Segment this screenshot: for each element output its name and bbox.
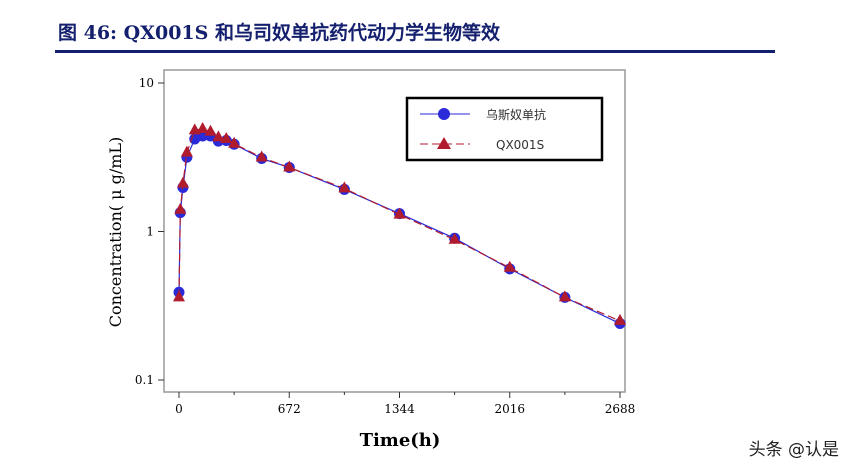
- legend-marker-triangle: [437, 137, 451, 149]
- data-point-triangle: [220, 131, 233, 143]
- data-point-triangle: [212, 130, 225, 142]
- data-point-triangle: [174, 202, 187, 214]
- x-tick-label: 2016: [494, 402, 525, 416]
- x-axis-label: Time(h): [360, 430, 441, 451]
- x-tick-label: 1344: [384, 402, 415, 416]
- data-point-triangle: [173, 290, 185, 302]
- y-tick-label: 10: [139, 76, 154, 90]
- legend-marker-circle: [438, 108, 450, 120]
- series-2: [173, 122, 626, 325]
- legend-label-1: 乌斯奴单抗: [486, 107, 546, 122]
- title-rule: [55, 50, 775, 53]
- watermark: 头条 @认是: [748, 440, 839, 460]
- figure-title: 图 46: QX001S 和乌司奴单抗药代动力学生物等效: [58, 22, 500, 44]
- data-point-triangle: [204, 124, 217, 136]
- x-tick-label: 672: [278, 402, 301, 416]
- data-point-triangle: [228, 136, 241, 148]
- data-point-triangle: [558, 290, 571, 302]
- legend: 乌斯奴单抗 QX001S: [405, 96, 604, 162]
- y-axis-label: Concentration( μ g/mL): [106, 137, 125, 328]
- data-point-triangle: [338, 181, 351, 193]
- series-line: [178, 135, 621, 325]
- legend-box: [405, 96, 604, 162]
- data-point-triangle: [196, 122, 209, 134]
- data-point-triangle: [503, 260, 516, 272]
- y-tick-label: 0.1: [135, 373, 154, 387]
- data-point-triangle: [176, 176, 189, 188]
- data-point-triangle: [448, 232, 461, 244]
- legend-label-2: QX001S: [496, 138, 544, 152]
- data-point-triangle: [180, 145, 193, 157]
- data-point-triangle: [255, 150, 268, 162]
- x-tick-label: 0: [175, 402, 183, 416]
- data-point-triangle: [614, 313, 626, 325]
- y-tick-label: 1: [146, 225, 154, 239]
- data-point-triangle: [283, 160, 296, 172]
- data-point-triangle: [393, 207, 406, 219]
- x-tick-label: 2688: [605, 402, 636, 416]
